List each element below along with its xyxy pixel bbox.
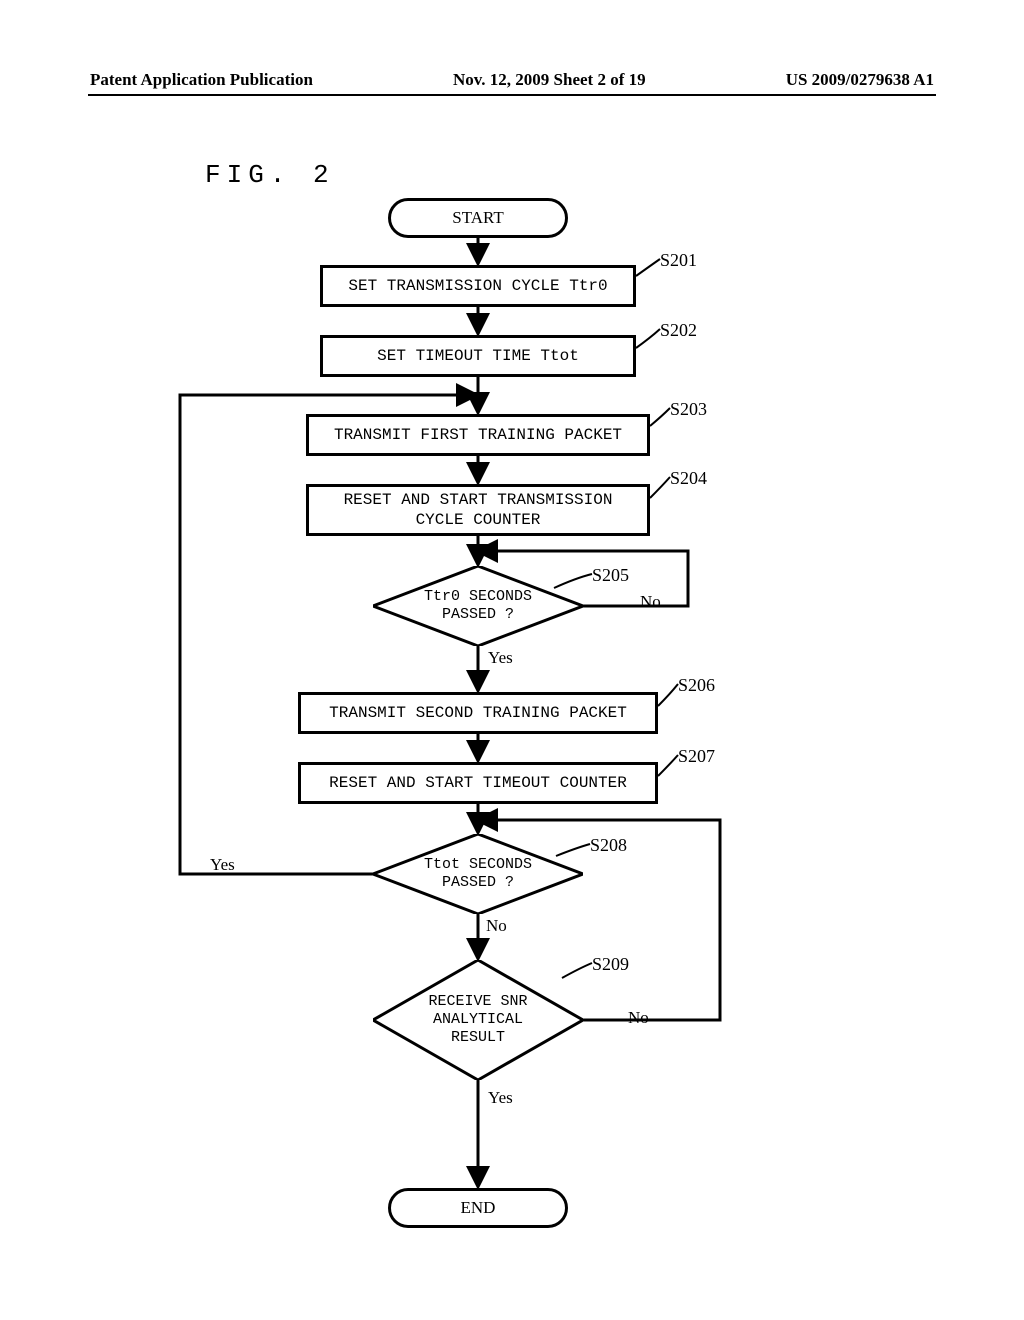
edge-label-s205-no: No xyxy=(640,592,661,612)
edge-label-s208-no: No xyxy=(486,916,507,936)
header-left: Patent Application Publication xyxy=(90,70,313,90)
decision-s209: RECEIVE SNR ANALYTICAL RESULT xyxy=(373,960,583,1080)
step-label-s206: S206 xyxy=(678,675,715,696)
process-s204-text: RESET AND START TRANSMISSION CYCLE COUNT… xyxy=(344,490,613,530)
step-label-s207: S207 xyxy=(678,746,715,767)
process-s201: SET TRANSMISSION CYCLE Ttr0 xyxy=(320,265,636,307)
page-header: Patent Application Publication Nov. 12, … xyxy=(0,70,1024,90)
process-s202: SET TIMEOUT TIME Ttot xyxy=(320,335,636,377)
process-s206: TRANSMIT SECOND TRAINING PACKET xyxy=(298,692,658,734)
start-label: START xyxy=(452,208,503,228)
decision-s209-text: RECEIVE SNR ANALYTICAL RESULT xyxy=(428,993,527,1047)
edge-label-s209-no: No xyxy=(628,1008,649,1028)
process-s203-text: TRANSMIT FIRST TRAINING PACKET xyxy=(334,425,622,445)
process-s206-text: TRANSMIT SECOND TRAINING PACKET xyxy=(329,703,627,723)
process-s202-text: SET TIMEOUT TIME Ttot xyxy=(377,346,579,366)
step-label-s203: S203 xyxy=(670,399,707,420)
step-label-s208: S208 xyxy=(590,835,627,856)
header-center: Nov. 12, 2009 Sheet 2 of 19 xyxy=(453,70,646,90)
process-s203: TRANSMIT FIRST TRAINING PACKET xyxy=(306,414,650,456)
header-rule xyxy=(88,94,936,96)
edge-label-s208-yes: Yes xyxy=(210,855,235,875)
step-label-s202: S202 xyxy=(660,320,697,341)
step-label-s205: S205 xyxy=(592,565,629,586)
process-s204: RESET AND START TRANSMISSION CYCLE COUNT… xyxy=(306,484,650,536)
edge-label-s205-yes: Yes xyxy=(488,648,513,668)
figure-label: FIG. 2 xyxy=(205,160,335,190)
decision-s208-text: Ttot SECONDS PASSED ? xyxy=(424,856,532,892)
decision-s205: Ttr0 SECONDS PASSED ? xyxy=(373,566,583,646)
process-s201-text: SET TRANSMISSION CYCLE Ttr0 xyxy=(348,276,607,296)
process-s207-text: RESET AND START TIMEOUT COUNTER xyxy=(329,773,627,793)
step-label-s204: S204 xyxy=(670,468,707,489)
end-label: END xyxy=(461,1198,496,1218)
step-label-s201: S201 xyxy=(660,250,697,271)
decision-s208: Ttot SECONDS PASSED ? xyxy=(373,834,583,914)
process-s207: RESET AND START TIMEOUT COUNTER xyxy=(298,762,658,804)
edge-label-s209-yes: Yes xyxy=(488,1088,513,1108)
decision-s205-text: Ttr0 SECONDS PASSED ? xyxy=(424,588,532,624)
start-terminator: START xyxy=(388,198,568,238)
step-label-s209: S209 xyxy=(592,954,629,975)
end-terminator: END xyxy=(388,1188,568,1228)
header-right: US 2009/0279638 A1 xyxy=(786,70,934,90)
